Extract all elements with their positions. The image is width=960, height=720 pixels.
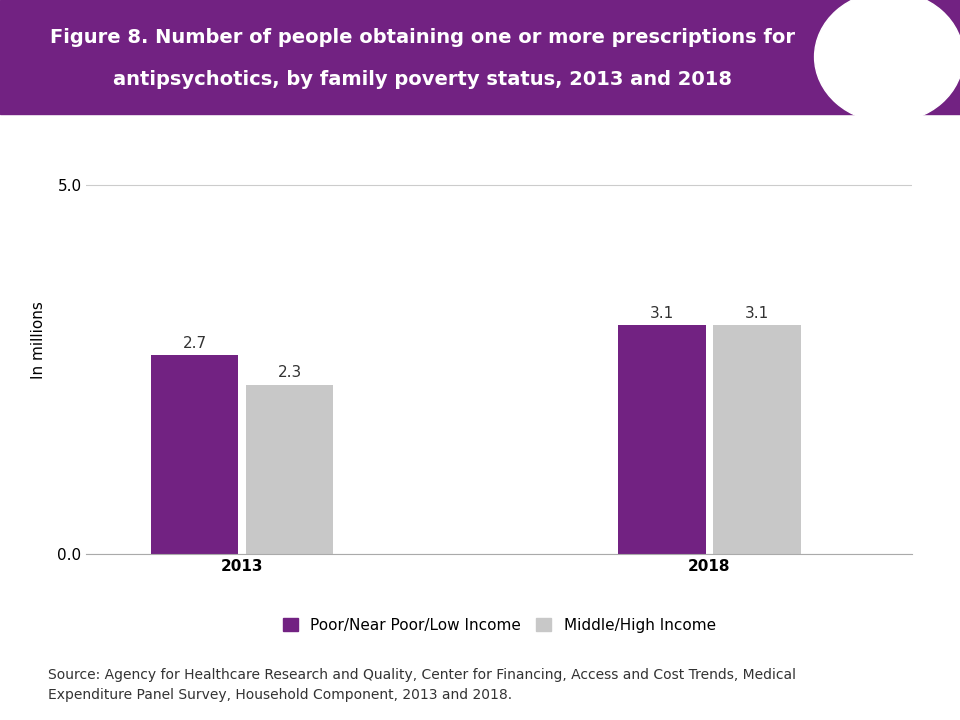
Text: 2.3: 2.3 bbox=[277, 365, 301, 380]
Text: Figure 8. Number of people obtaining one or more prescriptions for: Figure 8. Number of people obtaining one… bbox=[50, 28, 795, 47]
Text: antipsychotics, by family poverty status, 2013 and 2018: antipsychotics, by family poverty status… bbox=[113, 70, 732, 89]
Bar bbox=[246, 384, 333, 554]
Bar bbox=[713, 325, 801, 554]
Bar bbox=[151, 355, 238, 554]
Y-axis label: In millions: In millions bbox=[32, 301, 46, 379]
Text: Source: Agency for Healthcare Research and Quality, Center for Financing, Access: Source: Agency for Healthcare Research a… bbox=[48, 668, 796, 702]
Text: 2.7: 2.7 bbox=[182, 336, 206, 351]
Bar bbox=[618, 325, 706, 554]
Legend: Poor/Near Poor/Low Income, Middle/High Income: Poor/Near Poor/Low Income, Middle/High I… bbox=[282, 618, 716, 633]
Text: 3.1: 3.1 bbox=[745, 306, 769, 321]
Text: 3.1: 3.1 bbox=[650, 306, 674, 321]
